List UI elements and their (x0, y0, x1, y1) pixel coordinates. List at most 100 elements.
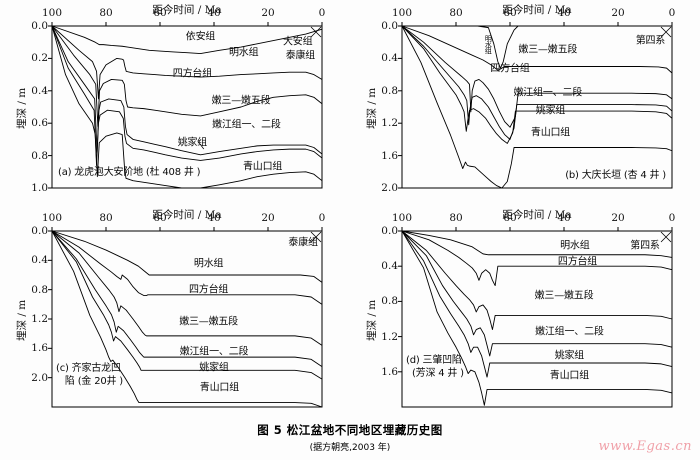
x-tick-label: 60 (503, 212, 517, 224)
unit-label: 四方台组 (188, 284, 229, 296)
unit-label: 姚家组 (199, 362, 229, 374)
x-tick-label: 100 (391, 212, 413, 224)
unit-label: 第四系 (630, 240, 660, 252)
x-tick-label: 100 (41, 212, 63, 224)
y-tick-label: 0.6 (31, 117, 48, 130)
horizon-curve (51, 25, 323, 100)
x-axis-title: 距今时间 / Ma (502, 4, 572, 16)
unit-label: 第四系 (635, 35, 666, 47)
y-tick-label: 1.6 (381, 365, 398, 378)
unit-label: 明水组 (193, 258, 224, 270)
horizon-curve (51, 230, 323, 368)
y-tick-label: 1.2 (31, 313, 48, 325)
horizon-curve (401, 25, 673, 140)
unit-label: 四方台组 (172, 68, 212, 80)
unit-label: 明水组 (228, 47, 259, 59)
plot-frame (401, 230, 673, 408)
x-tick-label: 20 (261, 212, 275, 224)
x-tick-label: 0 (668, 212, 676, 224)
horizon-curve (401, 230, 673, 406)
unit-label: 嫩江组一、二段 (212, 119, 281, 131)
watermark: www.Egas.cn (598, 439, 692, 454)
unit-label: 嫩三—嫩五段 (179, 316, 238, 328)
y-tick-label: 2.0 (31, 371, 48, 384)
plot-area-c (48, 227, 323, 408)
unit-label: 姚家组 (535, 105, 566, 117)
horizon-curve (401, 25, 673, 189)
panel-b: 距今时间 / Ma 埋深 / m 100 80 60 40 20 0 0.0 0.4 0.8 1.2 1… (350, 0, 700, 205)
figure-caption: 图 5 松江盆地不同地区埋藏历史图 (257, 423, 443, 437)
y-tick-label: 0.0 (381, 225, 398, 237)
plot-area-b (398, 22, 673, 189)
unit-label: 嫩三—嫩五段 (534, 290, 594, 302)
unit-label: 嫩三—嫩五段 (518, 44, 578, 56)
x-tick-label: 40 (557, 7, 571, 19)
y-tick-label: 0.0 (381, 20, 398, 32)
panel-a: 距今时间 / Ma 埋深 / m 100 80 60 40 20 0 0.0 0.2 0.4 0.6 0… (0, 0, 350, 205)
y-tick-label: 1.6 (31, 342, 48, 355)
x-tick-label: 0 (668, 7, 676, 19)
y-tick-label: 1.2 (381, 117, 398, 130)
unit-label: 青山口组 (242, 161, 283, 173)
x-axis-title: 距今时间 / Ma (152, 209, 222, 221)
unit-label: 姚家组 (554, 350, 585, 362)
unit-label: 依安组 (185, 31, 216, 43)
x-tick-label: 20 (611, 7, 625, 19)
x-axis-title: 距今时间 / Ma (502, 209, 572, 221)
y-tick-label: 0.2 (31, 52, 48, 65)
unconformity-x-mark (660, 26, 672, 38)
horizon-curve (401, 230, 673, 378)
horizon-curve (401, 25, 673, 128)
horizon-curve (401, 230, 673, 331)
panel-caption-b: (b) 大庆长垣 (杏 4 井 ) (565, 170, 666, 181)
unit-label: 嫩三—嫩五段 (211, 95, 271, 107)
horizon-curve (51, 230, 323, 380)
unit-label: 泰康组 (288, 237, 318, 249)
horizon-curve (401, 25, 673, 74)
unit-label: 青山口组 (549, 370, 589, 382)
unit-label: 明水组 (484, 34, 493, 53)
x-axis-title: 距今时间 / Ma (152, 4, 222, 16)
unit-label: 嫩江组一、二段 (513, 87, 583, 99)
x-tick-label: 80 (99, 7, 113, 19)
unit-label: 明水组 (560, 240, 590, 252)
unconformity-x-mark (310, 26, 322, 38)
horizon-curve (51, 230, 323, 346)
unit-label: 四方台组 (557, 256, 598, 268)
annotation-leader-line (197, 140, 205, 150)
y-tick-label: 1.6 (381, 149, 398, 162)
y-tick-label: 0.0 (31, 225, 48, 237)
unit-label: 大安组 (282, 36, 313, 48)
x-tick-label: 40 (207, 212, 221, 224)
horizon-curve (51, 230, 323, 408)
panel-caption-c: (c) 齐家古龙凹 陷 (金 20井 ) (56, 363, 123, 387)
y-tick-label: 0.8 (31, 149, 48, 162)
x-tick-label: 40 (557, 212, 571, 224)
y-tick-label: 0.4 (31, 84, 48, 97)
horizon-curve (402, 25, 519, 69)
y-tick-label: 0.4 (381, 260, 398, 273)
plot-area-d (398, 227, 673, 408)
x-tick-label: 20 (261, 7, 275, 19)
y-tick-label: 0.4 (31, 254, 48, 267)
x-tick-label: 60 (153, 212, 167, 224)
unit-label: 泰康组 (285, 50, 316, 62)
y-tick-label: 1.0 (31, 182, 48, 194)
x-tick-label: 100 (41, 7, 63, 19)
y-tick-label: 0.4 (381, 52, 398, 65)
horizon-curve (51, 25, 323, 54)
x-tick-label: 80 (99, 212, 113, 224)
unconformity-x-mark (310, 231, 322, 243)
unit-label: 嫩江组一、二段 (535, 326, 604, 338)
y-tick-label: 2.0 (381, 182, 398, 194)
x-tick-label: 20 (611, 212, 625, 224)
horizon-curve (401, 230, 673, 258)
x-tick-label: 0 (318, 212, 326, 224)
x-tick-label: 80 (449, 7, 463, 19)
panel-d: 距今时间 / Ma 埋深 / m 100 80 60 40 20 0 0.0 0.4 0.8 1.2 1… (350, 205, 700, 460)
y-tick-label: 1.2 (381, 330, 398, 343)
unit-label: 青山口组 (199, 382, 239, 394)
x-tick-label: 100 (391, 7, 413, 19)
panel-caption-d: (d) 三肇凹陷 (芳深 4 井 ) (406, 355, 464, 379)
